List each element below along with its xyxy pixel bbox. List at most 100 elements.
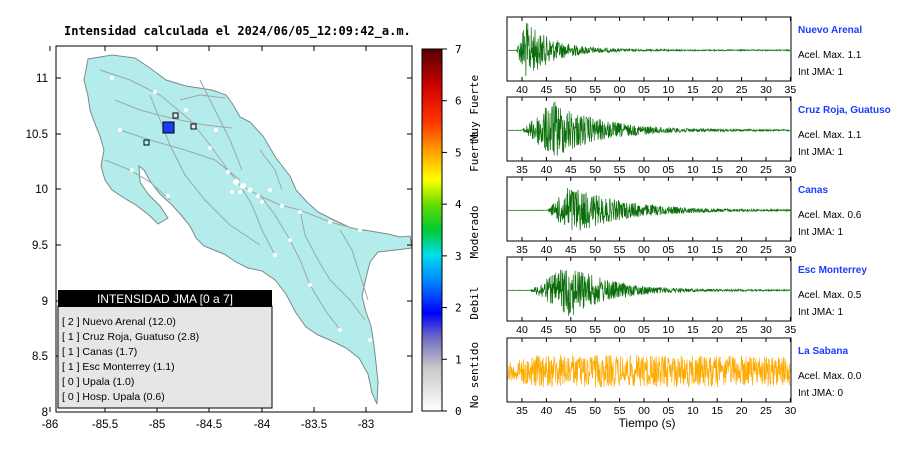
waveform-tick-label: 55 [614, 244, 626, 256]
colorbar-label-debil: Debil [468, 286, 481, 319]
waveform-tick-label: 25 [736, 84, 748, 96]
map-y-tick-label: 9.5 [32, 240, 48, 252]
colorbar-label-fuerte: Fuerte [468, 132, 481, 172]
chart-title: Intensidad calculada el 2024/06/05_12:09… [64, 24, 411, 39]
waveform-tick-label: 20 [736, 244, 748, 256]
waveform-tick-label: 10 [663, 84, 675, 96]
map-y-tick-label: 8 [42, 407, 48, 419]
waveform-tick-label: 35 [516, 405, 528, 417]
waveform-tick-label: 40 [541, 244, 553, 256]
station-acel-max: Acel. Max. 0.0 [798, 371, 862, 382]
waveform-trace [507, 354, 791, 388]
waveform-tick-label: 15 [711, 244, 723, 256]
colorbar-tick-label: 1 [455, 353, 462, 366]
waveform-trace [507, 269, 791, 316]
map-y-tick-label: 10.5 [26, 129, 48, 141]
station-marker-nuevo-arenal [162, 121, 175, 134]
waveform-tick-label: 35 [516, 164, 528, 176]
legend-row: [ 2 ] Nuevo Arenal (12.0) [62, 316, 176, 328]
colorbar-tick-label: 5 [455, 146, 462, 159]
colorbar-label-muy-fuerte: Muy Fuerte [468, 75, 481, 141]
station-int-jma: Int JMA: 1 [798, 147, 843, 158]
map-x-tick-label: -84.5 [196, 419, 222, 431]
station-acel-max: Acel. Max. 0.6 [798, 210, 862, 221]
waveform-tick-label: 30 [760, 84, 772, 96]
colorbar-tick-label: 2 [455, 302, 462, 315]
waveform-tick-label: 25 [760, 164, 772, 176]
colorbar-gradient [421, 48, 443, 412]
colorbar-label-no-sentido: No sentido [468, 342, 481, 408]
waveform-tick-label: 35 [785, 84, 797, 96]
waveform-tick-label: 40 [541, 164, 553, 176]
map-x-tick-label: -85.5 [92, 419, 118, 431]
station-name: Cruz Roja, Guatuso [798, 105, 891, 116]
waveform-tick-label: 15 [711, 405, 723, 417]
waveform-tick-label: 25 [760, 405, 772, 417]
waveform-tick-label: 50 [589, 244, 601, 256]
waveform-tick-label: 20 [736, 164, 748, 176]
waveform-tick-label: 25 [736, 324, 748, 336]
intensity-legend: INTENSIDAD JMA [0 a 7] [ 2 ] Nuevo Arena… [57, 290, 273, 409]
waveform-tick-label: 55 [614, 405, 626, 417]
legend-row: [ 0 ] Hosp. Upala (0.6) [62, 391, 165, 403]
waveform-tick-label: 20 [736, 405, 748, 417]
waveform-tick-label: 35 [516, 244, 528, 256]
intensity-colorbar: 7 6 5 4 3 2 1 0 Muy Fuerte Fuerte Moderado Debi… [421, 43, 481, 418]
waveform-panels: 40 45 50 55 00 05 10 15 20 25 30 35 Nuevo Arenal Acel… [506, 16, 891, 417]
waveform-panel: 35 40 45 50 55 00 05 10 15 20 25 30 La Sabana Acel. M… [506, 337, 862, 417]
waveform-tick-label: 10 [687, 405, 699, 417]
map-x-tick-label: -84 [254, 419, 271, 431]
station-acel-max: Acel. Max. 1.1 [798, 130, 862, 141]
waveform-tick-label: 05 [638, 84, 650, 96]
legend-row: [ 1 ] Canas (1.7) [62, 346, 137, 358]
station-marker-canas [143, 139, 150, 146]
waveform-tick-label: 20 [711, 84, 723, 96]
waveform-tick-label: 05 [638, 324, 650, 336]
waveform-tick-label: 00 [638, 244, 650, 256]
map-x-tick-label: -83.5 [301, 419, 327, 431]
waveform-trace [507, 188, 791, 231]
station-int-jma: Int JMA: 0 [798, 388, 843, 399]
station-markers [143, 112, 197, 146]
waveform-panel: 35 40 45 50 55 00 05 10 15 20 25 30 Canas Acel. Max. … [506, 176, 862, 256]
legend-header: INTENSIDAD JMA [0 a 7] [97, 292, 233, 306]
colorbar-label-moderado: Moderado [468, 206, 481, 259]
legend-row: [ 1 ] Cruz Roja, Guatuso (2.8) [62, 331, 199, 343]
waveform-tick-label: 00 [638, 164, 650, 176]
legend-row: [ 0 ] Upala (1.0) [62, 376, 134, 388]
waveform-panel: 35 40 45 50 55 00 05 10 15 20 25 30 Cruz Roja, Guatu… [506, 96, 891, 176]
station-name: Esc Monterrey [798, 265, 867, 276]
waveform-tick-label: 20 [711, 324, 723, 336]
station-int-jma: Int JMA: 1 [798, 307, 843, 318]
waveform-tick-label: 15 [687, 324, 699, 336]
waveform-tick-label: 30 [760, 324, 772, 336]
waveform-panel: 40 45 50 55 00 05 10 15 20 25 30 35 Nuevo Arenal Acel… [506, 16, 862, 96]
waveform-tick-label: 55 [614, 164, 626, 176]
legend-row: [ 1 ] Esc Monterrey (1.1) [62, 361, 175, 373]
waveform-tick-label: 30 [785, 405, 797, 417]
waveform-tick-label: 05 [663, 244, 675, 256]
waveform-panel: 40 45 50 55 00 05 10 15 20 25 30 35 Esc Monterrey Ace… [506, 256, 867, 336]
station-name: La Sabana [798, 346, 848, 357]
waveform-tick-label: 10 [663, 324, 675, 336]
waveform-tick-label: 10 [687, 244, 699, 256]
waveform-tick-label: 00 [614, 324, 626, 336]
waveform-tick-label: 00 [638, 405, 650, 417]
waveform-tick-label: 50 [565, 324, 577, 336]
map-x-tick-label: -85 [149, 419, 166, 431]
waveform-trace [508, 101, 791, 156]
colorbar-ticks: 7 6 5 4 3 2 1 0 [442, 43, 462, 418]
waveform-tick-label: 05 [663, 405, 675, 417]
waveform-tick-label: 00 [614, 84, 626, 96]
waveform-tick-label: 10 [687, 164, 699, 176]
waveform-tick-label: 45 [565, 405, 577, 417]
waveform-tick-label: 50 [589, 405, 601, 417]
waveform-tick-label: 30 [785, 164, 797, 176]
waveform-tick-label: 05 [663, 164, 675, 176]
colorbar-tick-label: 3 [455, 250, 462, 263]
colorbar-tick-label: 7 [455, 43, 462, 56]
legend-header-bg [58, 290, 272, 307]
waveform-tick-label: 15 [711, 164, 723, 176]
station-int-jma: Int JMA: 1 [798, 227, 843, 238]
